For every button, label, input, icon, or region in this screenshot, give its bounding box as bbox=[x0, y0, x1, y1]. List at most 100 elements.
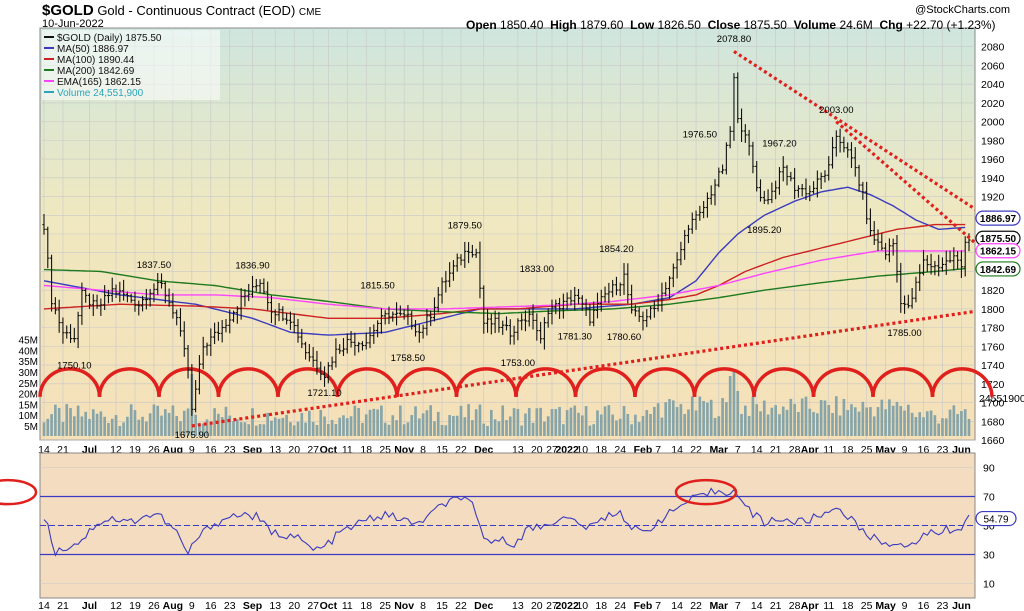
volume-bar bbox=[865, 407, 868, 436]
copyright: @StockCharts.com bbox=[915, 4, 1010, 16]
x-tick-label-rsi: May bbox=[875, 600, 896, 611]
volume-bar bbox=[706, 402, 709, 436]
volume-bar bbox=[770, 407, 774, 436]
x-tick-label-rsi: 27 bbox=[546, 600, 558, 611]
price-annotation: 2078.80 bbox=[717, 34, 751, 45]
legend-label: MA(200) 1842.69 bbox=[57, 66, 135, 77]
volume-bar bbox=[141, 416, 144, 436]
low-label: Low bbox=[630, 18, 655, 32]
volume-bar bbox=[406, 422, 410, 436]
volume-bar bbox=[213, 408, 216, 436]
x-tick-label: 9 bbox=[189, 444, 195, 456]
volume-bar bbox=[963, 409, 967, 436]
x-tick-label-rsi: 7 bbox=[655, 600, 661, 611]
volume-bar bbox=[637, 422, 641, 436]
price-annotation: 1753.00 bbox=[501, 358, 535, 369]
volume-bar bbox=[163, 409, 167, 436]
volume-bar bbox=[611, 414, 614, 436]
rsi-y-tick-label: 70 bbox=[983, 492, 995, 504]
volume-bar bbox=[846, 410, 850, 436]
volume-bar bbox=[539, 407, 542, 436]
volume-bar bbox=[622, 406, 626, 436]
volume-bar bbox=[258, 424, 262, 436]
x-tick-label-rsi: 18 bbox=[842, 600, 854, 611]
volume-bar bbox=[152, 404, 156, 436]
volume-bar bbox=[145, 421, 148, 436]
x-tick-label-rsi: Nov bbox=[394, 600, 414, 611]
cycle-arc bbox=[216, 367, 280, 397]
volume-bar bbox=[429, 405, 433, 436]
volume-bar bbox=[122, 422, 125, 436]
trendline bbox=[191, 309, 975, 428]
volume-bar bbox=[653, 406, 656, 436]
price-annotation: 1815.50 bbox=[360, 280, 394, 291]
volume-bar bbox=[690, 396, 694, 436]
volume-bar bbox=[747, 415, 751, 436]
cycle-arc bbox=[335, 367, 399, 397]
volume-bar bbox=[823, 400, 827, 436]
y-tick-label: 2000 bbox=[981, 117, 1005, 129]
price-annotation: 1758.50 bbox=[391, 353, 425, 364]
price-annotation: 1976.50 bbox=[683, 130, 717, 141]
volume-bar bbox=[546, 416, 550, 436]
volume-axis-label: 15M bbox=[19, 400, 38, 411]
volume-bar bbox=[698, 396, 702, 436]
price-annotation: 1781.30 bbox=[558, 331, 592, 342]
volume-bar bbox=[209, 423, 213, 436]
volume-bar bbox=[774, 405, 777, 436]
x-tick-label-rsi: 14 bbox=[751, 600, 763, 611]
x-tick-label-rsi: 24 bbox=[614, 600, 626, 611]
volume-bar bbox=[277, 418, 281, 436]
volume-bar bbox=[634, 414, 637, 436]
x-tick-label: 18 bbox=[360, 444, 372, 456]
volume-bar bbox=[562, 424, 565, 436]
x-tick-label-rsi: 16 bbox=[918, 600, 930, 611]
volume-bar bbox=[296, 421, 300, 436]
ohlc-readout: Open 1850.40 High 1879.60 Low 1826.50 Cl… bbox=[466, 18, 996, 32]
value-tag-label: 1886.97 bbox=[980, 214, 1017, 225]
cycle-arc bbox=[573, 367, 637, 397]
volume-bar bbox=[474, 409, 478, 436]
volume-bar bbox=[687, 409, 690, 436]
x-tick-label-rsi: 25 bbox=[861, 600, 873, 611]
cycle-arc bbox=[514, 367, 578, 397]
ma-line-ema165 bbox=[43, 250, 966, 310]
x-tick-label-rsi: 21 bbox=[770, 600, 782, 611]
ma-line-ma100 bbox=[43, 223, 966, 319]
x-tick-label: 14 bbox=[671, 444, 683, 456]
cycle-arcs bbox=[38, 367, 994, 397]
y-tick-label: 1660 bbox=[981, 435, 1005, 447]
volume-bar bbox=[812, 412, 815, 436]
volume-bar bbox=[76, 405, 80, 436]
price-annotation: 1895.20 bbox=[747, 225, 781, 236]
volume-axis-label: 25M bbox=[19, 379, 38, 390]
y-tick-label: 1700 bbox=[981, 398, 1005, 410]
rsi-overbought-highlight bbox=[674, 478, 738, 506]
x-tick-label: 15 bbox=[436, 444, 448, 456]
volume-axis-label: 5M bbox=[24, 422, 38, 433]
rsi-y-tick-label: 50 bbox=[983, 521, 995, 533]
volume-bar bbox=[349, 416, 353, 436]
volume-bar bbox=[914, 416, 918, 436]
price-annotation: 1837.50 bbox=[137, 260, 171, 271]
x-tick-label-rsi: 7 bbox=[735, 600, 741, 611]
x-tick-label-rsi: 23 bbox=[224, 600, 236, 611]
cycle-arc bbox=[692, 367, 756, 397]
volume-bar bbox=[440, 424, 444, 436]
volume-bar bbox=[721, 398, 724, 436]
close-label: Close bbox=[707, 18, 741, 32]
x-tick-label: 14 bbox=[38, 444, 50, 456]
volume-bar bbox=[501, 405, 505, 436]
y-tick-label: 1680 bbox=[981, 416, 1005, 428]
volume-bar bbox=[880, 399, 884, 436]
volume-last-value: 24551900 bbox=[979, 393, 1024, 405]
y-tick-label: 2080 bbox=[981, 42, 1005, 54]
x-tick-label: 21 bbox=[57, 444, 69, 456]
volume-bar bbox=[649, 414, 652, 436]
volume-bar bbox=[65, 404, 69, 436]
volume-bar bbox=[895, 401, 899, 436]
volume-bar bbox=[380, 405, 383, 436]
volume-bar bbox=[891, 405, 895, 436]
volume-bar bbox=[383, 422, 387, 436]
legend-label: $GOLD (Daily) 1875.50 bbox=[57, 33, 162, 44]
